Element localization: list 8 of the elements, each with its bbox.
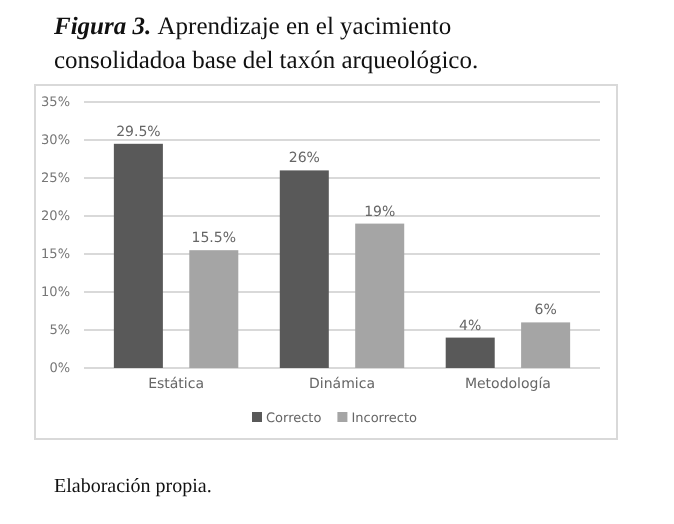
bar <box>355 223 405 368</box>
bar <box>279 170 329 368</box>
bar <box>189 250 239 368</box>
bar <box>113 143 163 368</box>
chart-title: Figura 3. Aprendizaje en el yacimiento consolidadoa base del taxón arqueológico. <box>52 12 479 74</box>
bar <box>445 337 495 368</box>
text: Elaboración propia. <box>54 476 212 498</box>
bar <box>521 322 571 368</box>
